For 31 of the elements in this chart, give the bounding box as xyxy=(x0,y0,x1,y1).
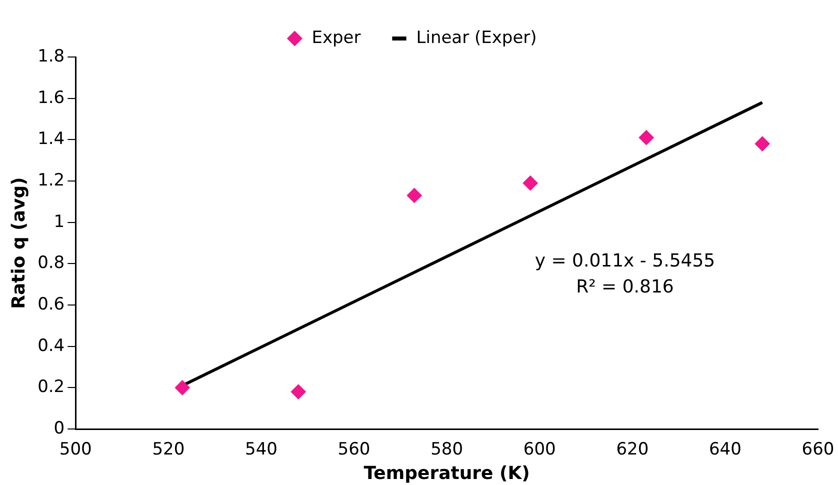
y-tick-label: 0.4 xyxy=(38,336,65,356)
annotation: y = 0.011x - 5.5455 xyxy=(534,250,716,272)
legend-label: Linear (Exper) xyxy=(416,28,537,48)
legend-label: Exper xyxy=(312,28,361,48)
y-tick-label: 0.2 xyxy=(38,377,65,398)
y-axis-title: Ratio q (avg) xyxy=(8,177,30,309)
x-tick-label: 520 xyxy=(152,440,185,460)
y-tick-label: 1.6 xyxy=(38,88,65,108)
x-tick-label: 620 xyxy=(616,440,649,460)
x-tick-label: 560 xyxy=(338,440,370,460)
y-tick-label: 0.6 xyxy=(38,294,65,314)
y-tick-label: 1.8 xyxy=(38,46,65,66)
x-tick-label: 600 xyxy=(523,440,556,460)
point xyxy=(638,130,654,146)
point xyxy=(174,380,190,396)
y-tick-label: 1.4 xyxy=(38,129,65,150)
point xyxy=(290,384,306,400)
y-tick-label: 1 xyxy=(54,212,65,232)
x-tick-label: 580 xyxy=(430,440,464,460)
y-tick-label: 1.2 xyxy=(38,170,65,190)
point xyxy=(522,176,538,191)
y-tick-label: 0.8 xyxy=(38,253,65,274)
y-tick-label: 0 xyxy=(54,418,65,438)
x-tick-label: 540 xyxy=(245,440,278,460)
x-axis-title: Temperature (K) xyxy=(364,462,530,484)
point xyxy=(754,136,770,152)
x-tick-label: 660 xyxy=(802,440,834,460)
x-tick-label: 500 xyxy=(59,440,92,460)
x-tick-label: 640 xyxy=(708,440,742,460)
annotation: R² = 0.816 xyxy=(576,276,674,298)
point xyxy=(406,188,422,203)
